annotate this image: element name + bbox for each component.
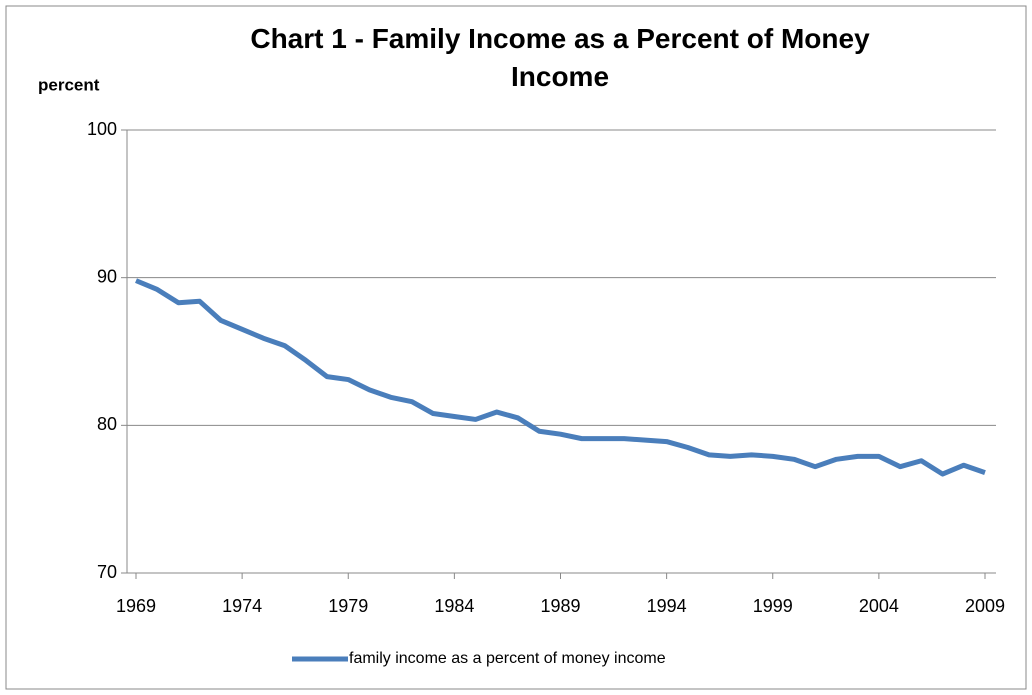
x-tick-label: 1969 [116, 596, 156, 616]
x-tick-label: 1984 [434, 596, 474, 616]
chart-title: Chart 1 - Family Income as a Percent of … [250, 23, 870, 92]
y-tick-label: 90 [97, 266, 117, 286]
x-tick-label: 1994 [647, 596, 687, 616]
x-tick-label: 1989 [540, 596, 580, 616]
x-tick-label: 2009 [965, 596, 1005, 616]
y-tick-label: 80 [97, 414, 117, 434]
y-axis-label: percent [38, 75, 100, 94]
data-line [135, 278, 986, 477]
x-tick-label: 1979 [328, 596, 368, 616]
legend-label: family income as a percent of money inco… [349, 650, 666, 667]
y-tick-label: 70 [97, 562, 117, 582]
y-tick-label: 100 [87, 119, 117, 139]
x-tick-label: 2004 [859, 596, 899, 616]
x-tick-label: 1999 [753, 596, 793, 616]
x-tick-label: 1974 [222, 596, 262, 616]
chart-border [5, 5, 1027, 690]
